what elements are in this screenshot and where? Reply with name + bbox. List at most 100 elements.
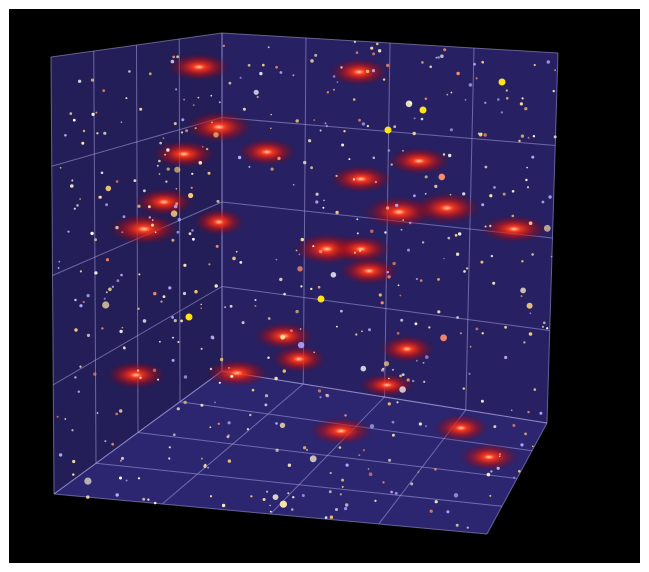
star-point [210, 94, 213, 97]
star-point [415, 359, 418, 362]
star-point [218, 101, 221, 104]
red-glow-blob [193, 208, 245, 236]
star-point [227, 459, 232, 463]
star-point [249, 413, 252, 417]
star-point [437, 278, 440, 281]
star-point [185, 129, 189, 133]
star-point [164, 153, 167, 156]
star-point [74, 298, 77, 302]
star-point [137, 307, 140, 310]
star-point [254, 299, 257, 301]
star-point [270, 127, 272, 130]
star-point [358, 118, 361, 122]
star-point [336, 81, 339, 83]
star-point [434, 184, 438, 188]
star-point [121, 456, 124, 460]
star-point [86, 333, 91, 337]
star-point [310, 59, 314, 63]
star-point [72, 473, 75, 476]
star-point [362, 449, 365, 452]
star-point [344, 414, 347, 417]
star-point [194, 290, 198, 294]
star-point [475, 77, 478, 80]
floor-width-gridline [95, 462, 503, 507]
star-point [333, 88, 335, 91]
floor-width-gridline [53, 493, 488, 535]
star-point [142, 497, 146, 501]
star-point [378, 293, 382, 297]
star-point [256, 95, 259, 99]
star-point [368, 472, 373, 477]
star-point [275, 422, 278, 425]
star-point [119, 459, 122, 462]
star-point [194, 127, 197, 130]
star-point [96, 132, 99, 135]
star-point [168, 286, 172, 290]
star-point [137, 204, 141, 208]
star-point [247, 63, 251, 67]
star-point [74, 328, 78, 332]
star-point [462, 192, 466, 196]
star-point [183, 98, 186, 101]
star-point [123, 346, 126, 350]
star-point [153, 291, 157, 296]
star-point [528, 221, 533, 225]
star-point [188, 192, 194, 199]
star-point [201, 145, 204, 148]
star-point [215, 244, 219, 248]
star-point [323, 199, 325, 202]
star-point [505, 89, 508, 92]
star-point [142, 319, 147, 323]
red-glow-blob [167, 53, 231, 81]
star-point [374, 180, 378, 184]
star-point [456, 316, 459, 319]
star-point [319, 249, 323, 254]
star-point [413, 194, 416, 198]
star-point [168, 457, 171, 460]
star-point [269, 510, 272, 513]
star-point [329, 515, 334, 519]
red-glow-blob [459, 443, 519, 471]
star-point [465, 267, 469, 270]
star-point [468, 83, 473, 87]
star-point [200, 403, 204, 407]
star-point [396, 331, 400, 335]
star-point [116, 279, 120, 283]
star-point [531, 253, 534, 256]
star-point [417, 471, 420, 473]
star-point [216, 199, 220, 203]
star-point [475, 327, 479, 331]
star-point [119, 329, 123, 334]
star-point [456, 71, 460, 76]
floor-depth-gridline [486, 422, 548, 535]
star-point [359, 250, 361, 252]
star-point [554, 69, 557, 72]
star-point [59, 166, 62, 169]
red-glow-blob [271, 345, 327, 373]
star-point [237, 155, 242, 160]
star-point [367, 468, 370, 470]
star-point [326, 91, 330, 94]
star-point [340, 309, 343, 313]
back-wall-vertical-gridline [465, 47, 475, 411]
star-point [370, 46, 374, 50]
star-point [275, 258, 278, 261]
star-point [200, 303, 202, 306]
star-point [489, 194, 493, 198]
star-point [241, 321, 245, 325]
star-point [158, 173, 161, 175]
star-point [96, 412, 99, 414]
star-point [332, 75, 336, 78]
star-point [521, 260, 524, 263]
star-point [365, 69, 370, 74]
star-point [213, 132, 219, 138]
star-point [274, 376, 278, 381]
star-point [408, 221, 412, 225]
star-point [532, 135, 536, 138]
star-point [99, 195, 102, 199]
star-point [464, 99, 467, 101]
star-point [128, 70, 131, 73]
star-point [380, 301, 384, 305]
star-point [400, 228, 403, 231]
star-point [308, 139, 312, 143]
